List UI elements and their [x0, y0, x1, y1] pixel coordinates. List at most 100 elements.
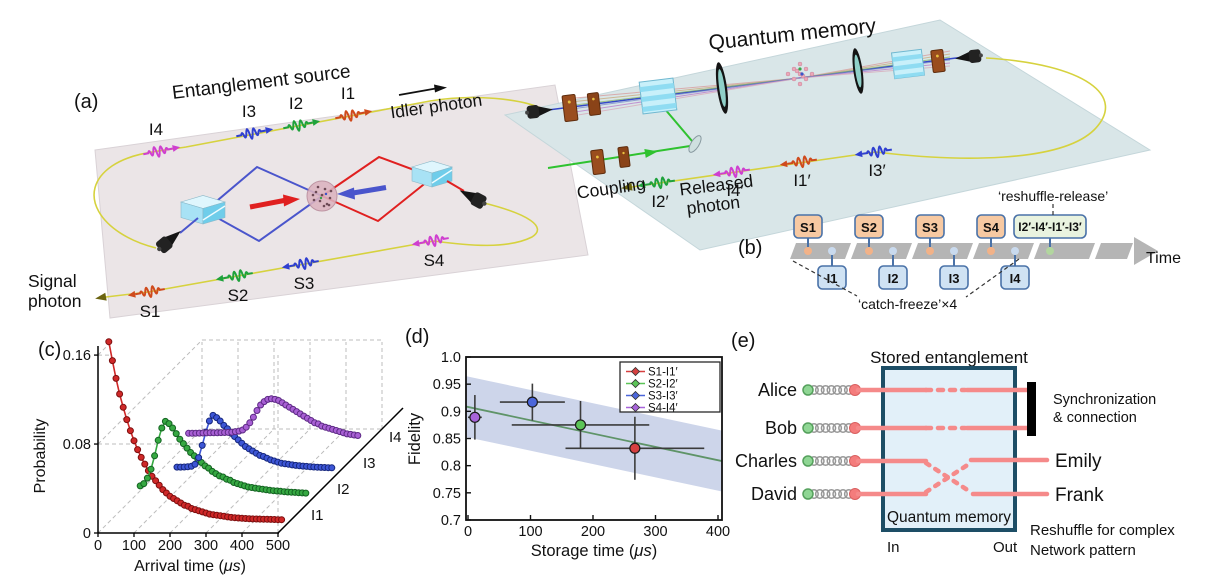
atom-cloud-source	[306, 180, 338, 212]
wave-label-S2: S2	[228, 286, 249, 305]
d-y-tick-label: 0.85	[433, 431, 461, 447]
memory-channel-lines	[855, 387, 1050, 497]
panel-e-diagram: (e) Stored entanglement Quantum memory A…	[731, 330, 1175, 559]
d-y-tick-label: 0.9	[441, 404, 461, 420]
timeline-box-I4	[1000, 265, 1030, 290]
timeline-segment	[912, 243, 973, 259]
c-series-I3	[173, 411, 336, 472]
d-legend-label-S1-I1′: S1-I1′	[648, 367, 678, 379]
wave-icon-I3	[236, 127, 274, 140]
in-label: In	[887, 539, 900, 556]
d-x-tick-label: 400	[706, 524, 730, 540]
pbs-cube-left	[179, 195, 227, 225]
timeline-box-label-I3: I3	[949, 271, 960, 286]
beam-to-coupler-right	[446, 180, 465, 192]
d-point-S4-I4′	[468, 395, 482, 440]
d-y-tick-label: 0.95	[433, 377, 461, 393]
timeline-box-label-S2: S2	[861, 220, 877, 235]
quantum-memory-box-label: Quantum memory	[887, 509, 1011, 526]
c-depth-label-I3: I3	[363, 455, 376, 472]
coil-icon	[814, 423, 825, 433]
optic-mounts	[561, 49, 946, 175]
idler-event-dot	[950, 247, 958, 255]
panel-e-label: (e)	[731, 330, 755, 352]
idler-photon-arrow	[398, 84, 447, 96]
coil-icon	[838, 423, 848, 433]
green-node-dot	[802, 384, 814, 396]
party-frank: Frank	[1055, 485, 1104, 506]
coil-icon	[832, 423, 843, 433]
timeline-arrowhead	[1134, 237, 1158, 265]
panel-d-chart: (d) 0 100 200 300 400 1.0 0.95 0.9 0.85 0.8 0.75 0.…	[405, 326, 730, 560]
timeline-box-S3	[915, 214, 945, 239]
coil-icon	[826, 456, 837, 466]
d-legend-label-S4-I4′: S4-I4′	[648, 403, 678, 415]
panel-a-illustration: S1 S2 S3 S4 I1 I2 I3 I4 I2′-I4′-I1′-I3′ I4 I3 I2 I1…	[28, 14, 1181, 321]
sync-label-line2: & connection	[1053, 410, 1137, 426]
timeline-box-S4	[976, 214, 1006, 239]
wave-label-I2p: I2′	[651, 192, 668, 211]
c-y-tick-label: 0	[83, 526, 91, 542]
timeline-segment	[790, 243, 851, 259]
party-alice: Alice	[758, 380, 797, 400]
timeline-segment	[973, 243, 1034, 259]
wave-label-I3p: I3′	[868, 161, 885, 180]
wave-label-I4p: I4′	[726, 181, 743, 200]
d-x-tick-label: 100	[518, 524, 542, 540]
wave-icon-I4p	[712, 165, 750, 179]
c-y-tick-label: 0.16	[63, 348, 91, 364]
probability-waterfall-plot: 0 100 200 300 400 500 0 0.08 0.16 I1 I2 I3 I4 Probabi…	[32, 338, 404, 575]
read-beam-arrow	[337, 185, 387, 200]
timeline-box-label-I4: I4	[1010, 271, 1022, 286]
entanglement-link-row	[802, 422, 861, 434]
coil-icon	[826, 423, 837, 433]
wave-label-I3: I3	[242, 102, 256, 121]
wave-icon-S3	[281, 257, 319, 271]
sync-label-line1: Synchronization	[1053, 392, 1156, 408]
entanglement-link-row	[802, 488, 861, 500]
panel-b-timeline: S1 S2 S3 S4 I1 I2 I3 I4 I2′-I4′-I1′-I3′	[790, 204, 1158, 298]
timeline-box-label-I1: I1	[827, 271, 838, 286]
idler-fiber	[93, 96, 546, 249]
d-y-tick-label: 0.8	[441, 459, 461, 475]
catch-freeze-label: ‘catch-freeze’×4	[858, 296, 957, 312]
note-line1: Reshuffle for complex	[1030, 522, 1175, 539]
signal-event-dot	[804, 247, 812, 255]
d-legend-label-S2-I2′: S2-I2′	[648, 379, 678, 391]
idler-event-dot	[828, 247, 836, 255]
timeline-box-release	[1013, 214, 1087, 239]
d-legend-label-S3-I3′: S3-I3′	[648, 391, 678, 403]
memory-crystal-2	[890, 48, 926, 80]
c-x-tick-label: 400	[230, 538, 254, 554]
signal-photon-label-line1: Signal	[28, 271, 77, 291]
coil-icon	[838, 489, 848, 499]
coil-icon	[832, 489, 843, 499]
fiber-coupler-memory-in	[525, 105, 553, 119]
fiber-coupler-left	[156, 231, 181, 254]
green-node-dot	[802, 455, 814, 467]
d-x-tick-label: 200	[581, 524, 605, 540]
d-x-tick-label: 300	[643, 524, 667, 540]
coil-icon	[820, 489, 831, 499]
coil-icon	[832, 385, 843, 395]
d-point-S2-I2′	[511, 401, 650, 449]
d-point-S3-I3′	[499, 383, 565, 421]
time-label: Time	[1146, 250, 1181, 267]
panel-c-chart: (c) 0 100 200 300 400 500 0 0.08 0.16 I1 I2 I3 I4 Pro…	[32, 338, 404, 575]
d-y-tick-label: 1.0	[441, 350, 461, 366]
write-beam-arrow	[249, 194, 300, 210]
memory-crystal-1	[638, 77, 678, 115]
coil-icon	[814, 456, 825, 466]
wave-label-I4: I4	[149, 120, 163, 139]
d-y-tick-label: 0.75	[433, 486, 461, 502]
coil-icon	[826, 489, 837, 499]
timeline-box-I2	[878, 265, 908, 290]
coil-icon	[838, 456, 848, 466]
atom-cloud-memory	[785, 61, 815, 87]
party-david: David	[751, 484, 797, 504]
wave-icon-I1	[335, 109, 373, 122]
green-node-dot	[802, 422, 814, 434]
timeline-box-label-S4: S4	[983, 220, 1000, 235]
c-depth-label-I2: I2	[337, 481, 350, 498]
entanglement-link-row	[802, 455, 861, 467]
